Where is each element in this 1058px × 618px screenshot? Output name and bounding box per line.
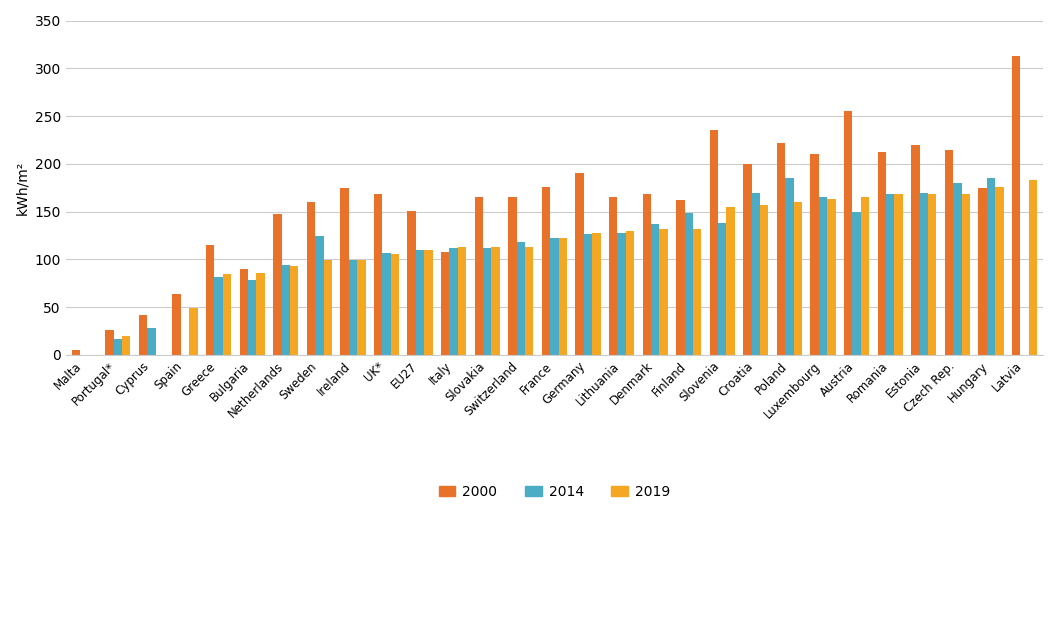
Bar [894,195,902,355]
Bar [441,252,450,355]
Bar [516,242,525,355]
Legend: 2000, 2014, 2019: 2000, 2014, 2019 [433,479,676,504]
Bar [315,235,324,355]
Bar [189,308,198,355]
Bar [139,315,147,355]
Bar [256,273,264,355]
Bar [760,205,768,355]
Bar [584,234,592,355]
Bar [953,183,962,355]
Bar [785,178,794,355]
Bar [206,245,215,355]
Bar [273,214,281,355]
Bar [592,232,601,355]
Bar [987,178,996,355]
Bar [710,130,718,355]
Bar [676,200,685,355]
Bar [491,247,499,355]
Bar [122,336,130,355]
Bar [324,260,332,355]
Bar [407,211,416,355]
Bar [886,195,894,355]
Bar [576,174,584,355]
Bar [341,188,349,355]
Bar [744,164,751,355]
Bar [248,281,256,355]
Bar [853,211,861,355]
Bar [508,197,516,355]
Bar [878,153,886,355]
Bar [239,269,248,355]
Bar [718,223,727,355]
Bar [416,250,424,355]
Bar [1028,180,1037,355]
Bar [794,202,802,355]
Bar [844,111,853,355]
Bar [819,197,827,355]
Bar [382,253,390,355]
Bar [105,330,113,355]
Bar [911,145,919,355]
Bar [777,143,785,355]
Bar [147,328,156,355]
Bar [281,265,290,355]
Bar [390,253,399,355]
Bar [373,195,382,355]
Bar [550,239,559,355]
Bar [962,195,970,355]
Bar [685,213,693,355]
Bar [542,187,550,355]
Bar [693,229,701,355]
Bar [979,188,987,355]
Bar [751,192,760,355]
Bar [861,197,870,355]
Bar [727,207,735,355]
Bar [810,154,819,355]
Bar [215,277,223,355]
Bar [349,260,358,355]
Bar [609,197,618,355]
Bar [919,192,928,355]
Bar [223,274,232,355]
Bar [424,250,433,355]
Bar [172,294,181,355]
Bar [290,266,298,355]
Bar [450,248,458,355]
Bar [642,195,651,355]
Bar [945,150,953,355]
Bar [72,350,80,355]
Bar [358,260,365,355]
Bar [113,339,122,355]
Bar [559,239,567,355]
Bar [928,195,936,355]
Bar [458,247,467,355]
Bar [651,224,659,355]
Y-axis label: kWh/m²: kWh/m² [15,161,29,215]
Bar [996,187,1004,355]
Bar [618,232,625,355]
Bar [659,229,668,355]
Bar [475,197,484,355]
Bar [484,248,491,355]
Bar [827,199,836,355]
Bar [625,231,634,355]
Bar [525,247,533,355]
Bar [1011,56,1020,355]
Bar [307,202,315,355]
